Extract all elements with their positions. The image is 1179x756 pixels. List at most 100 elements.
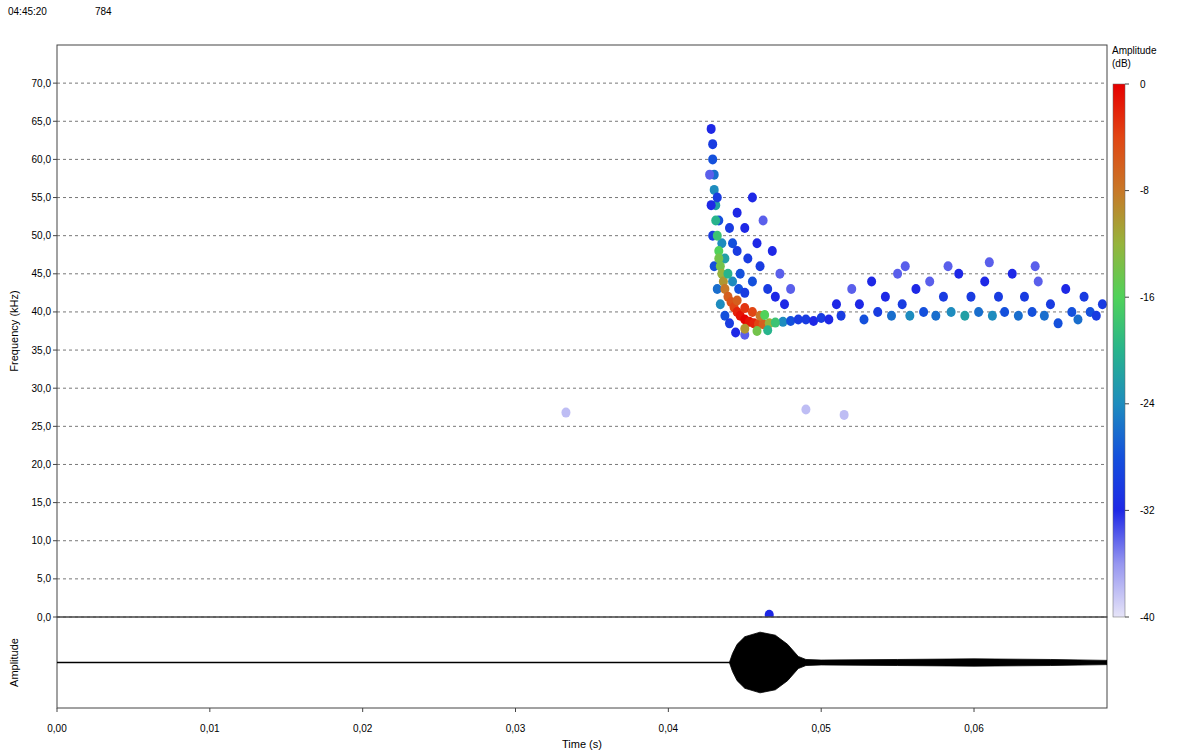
spectrogram-cell	[740, 324, 749, 334]
colorbar-tick-label: 0	[1140, 79, 1146, 90]
spectrogram-cell	[947, 307, 956, 317]
colorbar-tick	[1125, 190, 1129, 191]
spectrogram-cell	[837, 311, 846, 321]
grid-line	[57, 197, 1107, 198]
y-tick	[53, 311, 57, 312]
spectrogram-cell	[711, 215, 720, 225]
grid-line	[57, 464, 1107, 465]
y-tick	[53, 197, 57, 198]
spectrogram-cell	[707, 124, 716, 134]
spectrogram-cell	[1028, 307, 1037, 317]
x-tick	[57, 708, 58, 712]
y-tick-label: 40,0	[32, 306, 52, 317]
x-axis-title: Time (s)	[562, 738, 602, 750]
x-tick-label: 0,06	[964, 723, 984, 734]
spectrogram-cell	[723, 269, 732, 279]
spectrogram-cell	[759, 215, 768, 225]
x-tick	[209, 708, 210, 712]
y-tick-label: 65,0	[32, 116, 52, 127]
spectrogram-cell	[1067, 307, 1076, 317]
spectrogram-cell	[771, 292, 780, 302]
annotation: 784	[95, 6, 112, 17]
x-tick-label: 0,05	[811, 723, 831, 734]
spectrogram-cell	[832, 299, 841, 309]
colorbar-tick-label: -40	[1140, 612, 1155, 623]
spectrogram-cell	[725, 223, 734, 233]
wave-envelope-upper	[57, 632, 1107, 662]
spectrogram-cell	[939, 292, 948, 302]
y-tick	[53, 426, 57, 427]
grid-line	[57, 388, 1107, 389]
spectrogram-cell	[893, 269, 902, 279]
spectrogram-cell	[919, 307, 928, 317]
y-tick	[53, 617, 57, 618]
spectrogram-cell	[775, 269, 784, 279]
spectrogram-cell	[708, 139, 717, 149]
spectrogram-cell	[954, 269, 963, 279]
wave-envelope-lower	[57, 663, 1107, 693]
colorbar-title: Amplitude(dB)	[1112, 45, 1157, 69]
spectrogram-cell	[753, 238, 762, 248]
y-tick	[53, 159, 57, 160]
spectrogram-cell	[931, 311, 940, 321]
grid-line	[57, 502, 1107, 503]
spectrogram-cell	[960, 311, 969, 321]
spectrogram-cell	[824, 315, 833, 325]
spectrogram-cell	[748, 193, 757, 203]
y-tick-label: 15,0	[32, 497, 52, 508]
grid-line	[57, 159, 1107, 160]
spectrogram-cell	[705, 170, 714, 180]
spectrogram-cell	[780, 299, 789, 309]
spectrogram-cell	[898, 299, 907, 309]
y-tick	[53, 83, 57, 84]
spectrogram-cell	[771, 318, 780, 328]
colorbar	[1113, 84, 1125, 617]
spectrogram-cell	[859, 315, 868, 325]
x-tick	[362, 708, 363, 712]
spectrogram-cell	[713, 231, 722, 241]
spectrogram-cell	[855, 299, 864, 309]
spectrogram-cell	[1092, 311, 1101, 321]
y-tick-label: 20,0	[32, 459, 52, 470]
spectrogram-cell	[760, 310, 769, 320]
colorbar-title-line: Amplitude	[1112, 45, 1157, 56]
y-tick	[53, 502, 57, 503]
spectrogram-cell	[733, 246, 742, 256]
y-tick	[53, 273, 57, 274]
y-tick	[53, 388, 57, 389]
spectrogram-cell	[725, 318, 734, 328]
spectrogram-cell	[1008, 269, 1017, 279]
spectrogram-cell	[809, 316, 818, 326]
grid-line	[57, 426, 1107, 427]
grid-line	[57, 350, 1107, 351]
y-tick-label: 10,0	[32, 535, 52, 546]
spectrogram-cell	[1073, 315, 1082, 325]
spectrogram-cell	[847, 284, 856, 294]
spectrogram-cell	[980, 276, 989, 286]
spectrogram-cell	[768, 246, 777, 256]
x-tick	[821, 708, 822, 712]
x-tick-label: 0,00	[47, 723, 67, 734]
spectrogram-cell	[1020, 292, 1029, 302]
colorbar-tick-label: -8	[1140, 185, 1149, 196]
spectrogram-cell	[1054, 318, 1063, 328]
y-tick-label: 60,0	[32, 154, 52, 165]
spectrogram-cell	[911, 284, 920, 294]
x-tick-label: 0,03	[506, 723, 526, 734]
y-tick-label: 55,0	[32, 192, 52, 203]
spectrogram-cell	[1000, 307, 1009, 317]
spectrogram-cell	[1080, 292, 1089, 302]
colorbar-tick	[1125, 297, 1129, 298]
colorbar-tick-label: -32	[1140, 505, 1155, 516]
y-tick-label: 45,0	[32, 268, 52, 279]
spectrogram-cell	[756, 261, 765, 271]
spectrogram-cell	[1098, 299, 1107, 309]
spectrogram-cell	[817, 313, 826, 323]
y-tick	[53, 578, 57, 579]
y-tick-label: 30,0	[32, 383, 52, 394]
grid-line	[57, 540, 1107, 541]
spectrogram-cell	[733, 295, 742, 305]
x-tick-label: 0,02	[353, 723, 373, 734]
spectrogram-cell	[713, 193, 722, 203]
spectrogram-cell	[740, 288, 749, 298]
